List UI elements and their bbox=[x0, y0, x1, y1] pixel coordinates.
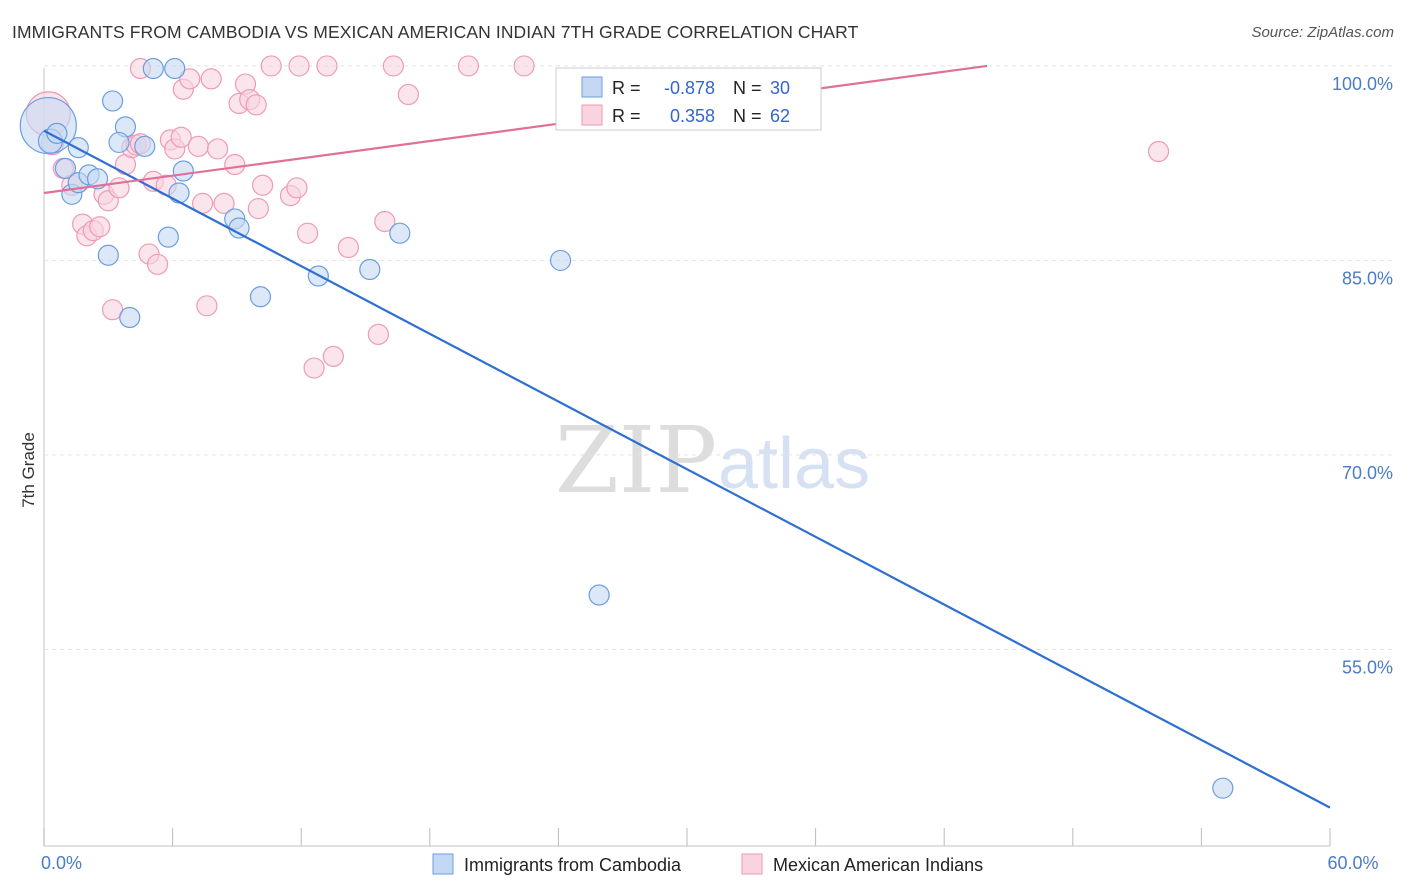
series-1-point-52 bbox=[513, 55, 535, 77]
series-0-point-25 bbox=[389, 222, 411, 244]
stats-swatch-0 bbox=[581, 76, 603, 98]
stats-n-value-1: 62 bbox=[770, 106, 790, 126]
trend-line-0 bbox=[43, 129, 1331, 809]
series-0-point-11 bbox=[108, 131, 130, 154]
series-1-point-43 bbox=[303, 357, 325, 379]
stats-box: R = -0.878 N = 30 R = 0.358 N = 62 bbox=[555, 67, 822, 131]
stats-swatch-1 bbox=[581, 104, 603, 126]
gridlines bbox=[44, 65, 1392, 650]
series-0-point-19 bbox=[119, 306, 141, 329]
series-1-point-46 bbox=[337, 236, 359, 259]
series-1-point-44 bbox=[316, 55, 338, 77]
series-0-point-12 bbox=[134, 135, 156, 157]
series-0-point-9 bbox=[101, 90, 124, 112]
chart-source: Source: ZipAtlas.com bbox=[1251, 24, 1394, 41]
watermark-zip: ZIP bbox=[555, 407, 717, 514]
series-1-point-8 bbox=[89, 216, 111, 238]
stats-n-label-1: N = bbox=[733, 106, 762, 126]
trend-line-1 bbox=[43, 64, 988, 195]
y-tick-label-3: 55.0% bbox=[1342, 657, 1393, 677]
series-0-point-13 bbox=[142, 57, 164, 80]
legend: Immigrants from Cambodia Mexican American… bbox=[432, 853, 983, 875]
series-1-point-53 bbox=[1147, 140, 1170, 163]
y-tick-labels: 100.0% 85.0% 70.0% 55.0% bbox=[1332, 74, 1393, 678]
trend-lines bbox=[43, 64, 1331, 809]
x-tick-label-1: 60.0% bbox=[1327, 853, 1378, 873]
series-1-point-35 bbox=[245, 94, 267, 116]
series-1-point-45 bbox=[322, 345, 344, 367]
y-axis-title: 7th Grade bbox=[19, 432, 38, 508]
stats-r-value-1: 0.358 bbox=[670, 106, 715, 126]
series-1-point-38 bbox=[260, 55, 282, 77]
legend-label-1: Mexican American Indians bbox=[773, 855, 983, 875]
series-0-point-14 bbox=[164, 57, 186, 80]
series-1-point-11 bbox=[108, 177, 130, 199]
y-tick-label-1: 85.0% bbox=[1342, 268, 1393, 288]
series-1-point-47 bbox=[367, 323, 389, 345]
series-1-point-42 bbox=[297, 222, 319, 244]
stats-n-label-0: N = bbox=[733, 78, 762, 98]
chart-title: IMMIGRANTS FROM CAMBODIA VS MEXICAN AMER… bbox=[12, 22, 859, 42]
stats-r-label-0: R = bbox=[612, 78, 641, 98]
series-0-point-17 bbox=[157, 226, 179, 248]
legend-label-0: Immigrants from Cambodia bbox=[464, 855, 682, 875]
series-1-point-27 bbox=[196, 295, 218, 317]
watermark-atlas: atlas bbox=[718, 424, 870, 504]
x-tick-labels: 0.0% 60.0% bbox=[41, 853, 1379, 873]
series-1-point-28 bbox=[200, 68, 222, 90]
series-1-point-29 bbox=[207, 138, 229, 160]
series-1-point-37 bbox=[252, 174, 274, 196]
series-1-point-49 bbox=[382, 55, 404, 77]
series-0-point-27 bbox=[588, 584, 610, 606]
legend-swatch-1 bbox=[741, 853, 763, 875]
watermark: ZIP atlas bbox=[555, 407, 870, 514]
series-1-point-24 bbox=[179, 68, 201, 90]
series-0-point-16 bbox=[168, 182, 190, 204]
y-tick-label-0: 100.0% bbox=[1332, 74, 1393, 94]
series-1-point-50 bbox=[397, 83, 419, 106]
series-1-point-40 bbox=[286, 177, 308, 199]
series-1-point-22 bbox=[170, 126, 192, 148]
legend-swatch-0 bbox=[432, 853, 454, 875]
stats-n-value-0: 30 bbox=[770, 78, 790, 98]
y-tick-label-2: 70.0% bbox=[1342, 463, 1393, 483]
series-1-point-48 bbox=[374, 210, 396, 233]
stats-r-label-1: R = bbox=[612, 106, 641, 126]
series-1-point-30 bbox=[213, 192, 235, 214]
series-1-point-51 bbox=[457, 55, 479, 77]
series-1-point-25 bbox=[187, 135, 209, 157]
series-1-point-31 bbox=[224, 153, 246, 176]
series-0-point-28 bbox=[1212, 777, 1234, 799]
series-0-point-21 bbox=[228, 217, 250, 239]
series-1-point-36 bbox=[247, 197, 269, 220]
series-0-point-7 bbox=[86, 168, 109, 190]
x-tick-label-0: 0.0% bbox=[41, 853, 82, 873]
series-0-point-3 bbox=[54, 157, 77, 179]
stats-r-value-0: -0.878 bbox=[664, 78, 715, 98]
series-0-point-22 bbox=[249, 286, 272, 308]
series-1-point-41 bbox=[288, 55, 310, 77]
series-1-point-18 bbox=[146, 253, 169, 275]
series-0-point-26 bbox=[549, 249, 572, 272]
series-0-point-15 bbox=[172, 160, 194, 182]
x-ticks bbox=[43, 828, 1331, 846]
series-0-point-24 bbox=[359, 258, 381, 281]
series-0-point-18 bbox=[97, 244, 119, 266]
